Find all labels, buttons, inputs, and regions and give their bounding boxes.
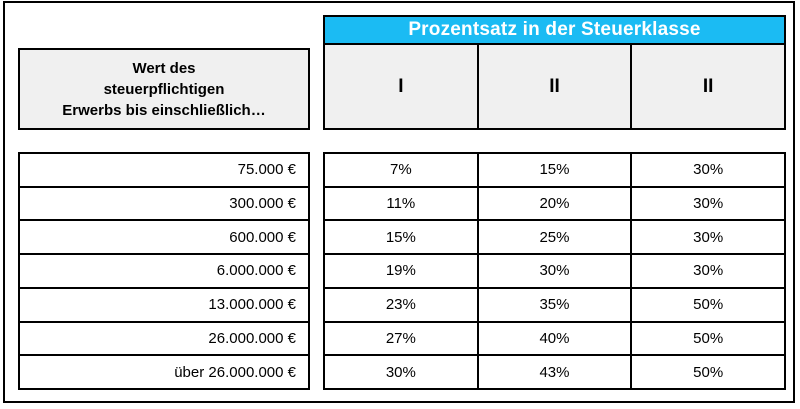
value-cell-row-6: 26.000.000 € — [20, 322, 308, 355]
rate-cell-row-3-class-1: 15% — [325, 221, 477, 254]
value-cell-row-4: 6.000.000 € — [20, 255, 308, 287]
rate-cell-row-5-class-3: 50% — [632, 288, 784, 321]
rate-cell-row-4-class-3: 30% — [632, 255, 784, 287]
rate-cell-row-3-class-2: 25% — [478, 221, 631, 254]
rate-cell-row-1-class-2: 15% — [478, 154, 631, 186]
rate-cell-row-4-class-1: 19% — [325, 255, 477, 287]
rate-cell-row-4-class-2: 30% — [478, 255, 631, 287]
value-cell-row-5: 13.000.000 € — [20, 288, 308, 321]
rate-cell-row-6-class-2: 40% — [478, 322, 631, 355]
rate-cell-row-3-class-3: 30% — [632, 221, 784, 254]
rate-cell-row-7-class-2: 43% — [478, 356, 631, 388]
rate-cell-row-6-class-3: 50% — [632, 322, 784, 355]
column-header-class-3: II — [632, 45, 784, 128]
rate-cell-row-7-class-3: 50% — [632, 356, 784, 388]
column-header-class-2: II — [478, 45, 631, 128]
rate-cell-row-2-class-3: 30% — [632, 187, 784, 220]
rate-cell-row-1-class-3: 30% — [632, 154, 784, 186]
row-header-label: Wert des steuerpflichtigen Erwerbs bis e… — [18, 48, 310, 130]
rate-cell-row-1-class-1: 7% — [325, 154, 477, 186]
rate-cell-row-5-class-1: 23% — [325, 288, 477, 321]
rate-cell-row-5-class-2: 35% — [478, 288, 631, 321]
rate-grid: 7% 15% 30% 11% 20% 30% 15% 25% 30% 19% 3… — [323, 152, 786, 390]
rate-cell-row-6-class-1: 27% — [325, 322, 477, 355]
column-header-class-1: I — [325, 45, 477, 128]
value-column: 75.000 € 300.000 € 600.000 € 6.000.000 €… — [18, 152, 310, 390]
value-cell-row-1: 75.000 € — [20, 154, 308, 186]
column-header-block: Prozentsatz in der Steuerklasse I II II — [323, 15, 786, 130]
rate-cell-row-2-class-1: 11% — [325, 187, 477, 220]
rate-cell-row-2-class-2: 20% — [478, 187, 631, 220]
table-title: Prozentsatz in der Steuerklasse — [325, 17, 784, 43]
value-cell-row-2: 300.000 € — [20, 187, 308, 220]
value-cell-row-7: über 26.000.000 € — [20, 356, 308, 388]
value-cell-row-3: 600.000 € — [20, 221, 308, 254]
figure-outer-frame — [3, 1, 795, 403]
rate-cell-row-7-class-1: 30% — [325, 356, 477, 388]
